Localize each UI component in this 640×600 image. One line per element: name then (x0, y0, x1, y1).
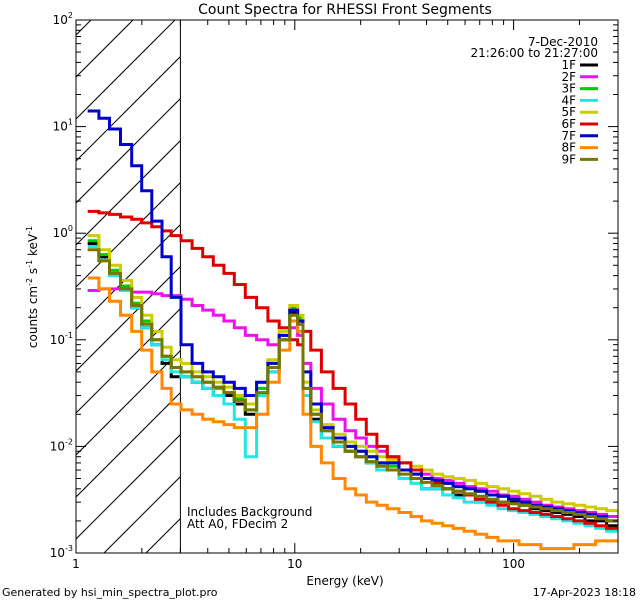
y-tick-label: 102 (53, 11, 73, 27)
x-tick-label: 100 (502, 557, 525, 571)
y-axis-label-exp-2: -1 (25, 260, 34, 268)
x-tick-label: 1 (72, 557, 80, 571)
x-axis-label: Energy (keV) (306, 574, 383, 588)
series-line-6F (87, 209, 618, 530)
y-axis-label: counts cm-2 s-1 keV-1 (25, 226, 40, 348)
series-line-8F (87, 276, 618, 551)
y-tick-label: 10-3 (50, 544, 73, 560)
series-line-2F (87, 287, 618, 518)
x-tick-label: 10 (287, 557, 302, 571)
hatch-line (76, 97, 181, 204)
legend-label-9F: 9F (561, 152, 576, 166)
y-tick-label: 100 (53, 224, 73, 240)
date-label: 7-Dec-2010 (528, 35, 598, 49)
y-axis-label-mid-2: keV (26, 233, 40, 260)
y-tick-labels: 10-3 10-2 10-1 100 101 102 (50, 11, 73, 560)
hatch-line (76, 20, 176, 120)
series-line-9F (87, 248, 618, 523)
time-range-label: 21:26:00 to 21:27:00 (471, 46, 598, 60)
legend-label-4F: 4F (561, 93, 576, 107)
legend-label-2F: 2F (561, 70, 576, 84)
y-tick-label: 101 (53, 118, 73, 134)
x-tick-labels: 1 10 100 (72, 557, 525, 571)
legend-label-3F: 3F (561, 82, 576, 96)
axis-ticks (75, 20, 619, 554)
hatch-line (76, 55, 181, 162)
legend-label-5F: 5F (561, 105, 576, 119)
legend-label-8F: 8F (561, 141, 576, 155)
legend-label-6F: 6F (561, 117, 576, 131)
hatch-line (76, 391, 181, 498)
chart-title: Count Spectra for RHESSI Front Segments (198, 2, 492, 18)
series-line-7F (87, 109, 618, 523)
y-axis-label-main: counts cm (26, 286, 40, 348)
y-axis-label-mid-1: s (26, 268, 40, 278)
y-axis-label-exp-1: -2 (25, 278, 34, 286)
y-tick-label: 10-2 (50, 437, 73, 453)
series-lines (87, 109, 618, 551)
footer-generator: Generated by hsi_min_spectra_plot.pro (2, 586, 218, 599)
hatch-line (76, 433, 181, 540)
footer-timestamp: 17-Apr-2023 18:18 (533, 586, 636, 599)
annotation-background: Includes Background (187, 505, 312, 519)
annotation-attenuator: Att A0, FDecim 2 (187, 517, 288, 531)
legend-label-7F: 7F (561, 129, 576, 143)
hatch-line (76, 265, 181, 372)
plot-background (76, 20, 618, 553)
hatch-line (76, 223, 181, 330)
y-tick-label: 10-1 (50, 331, 73, 347)
plot-frame (75, 19, 619, 554)
legend-label-1F: 1F (561, 58, 576, 72)
y-axis-label-exp-3: -1 (25, 226, 34, 234)
